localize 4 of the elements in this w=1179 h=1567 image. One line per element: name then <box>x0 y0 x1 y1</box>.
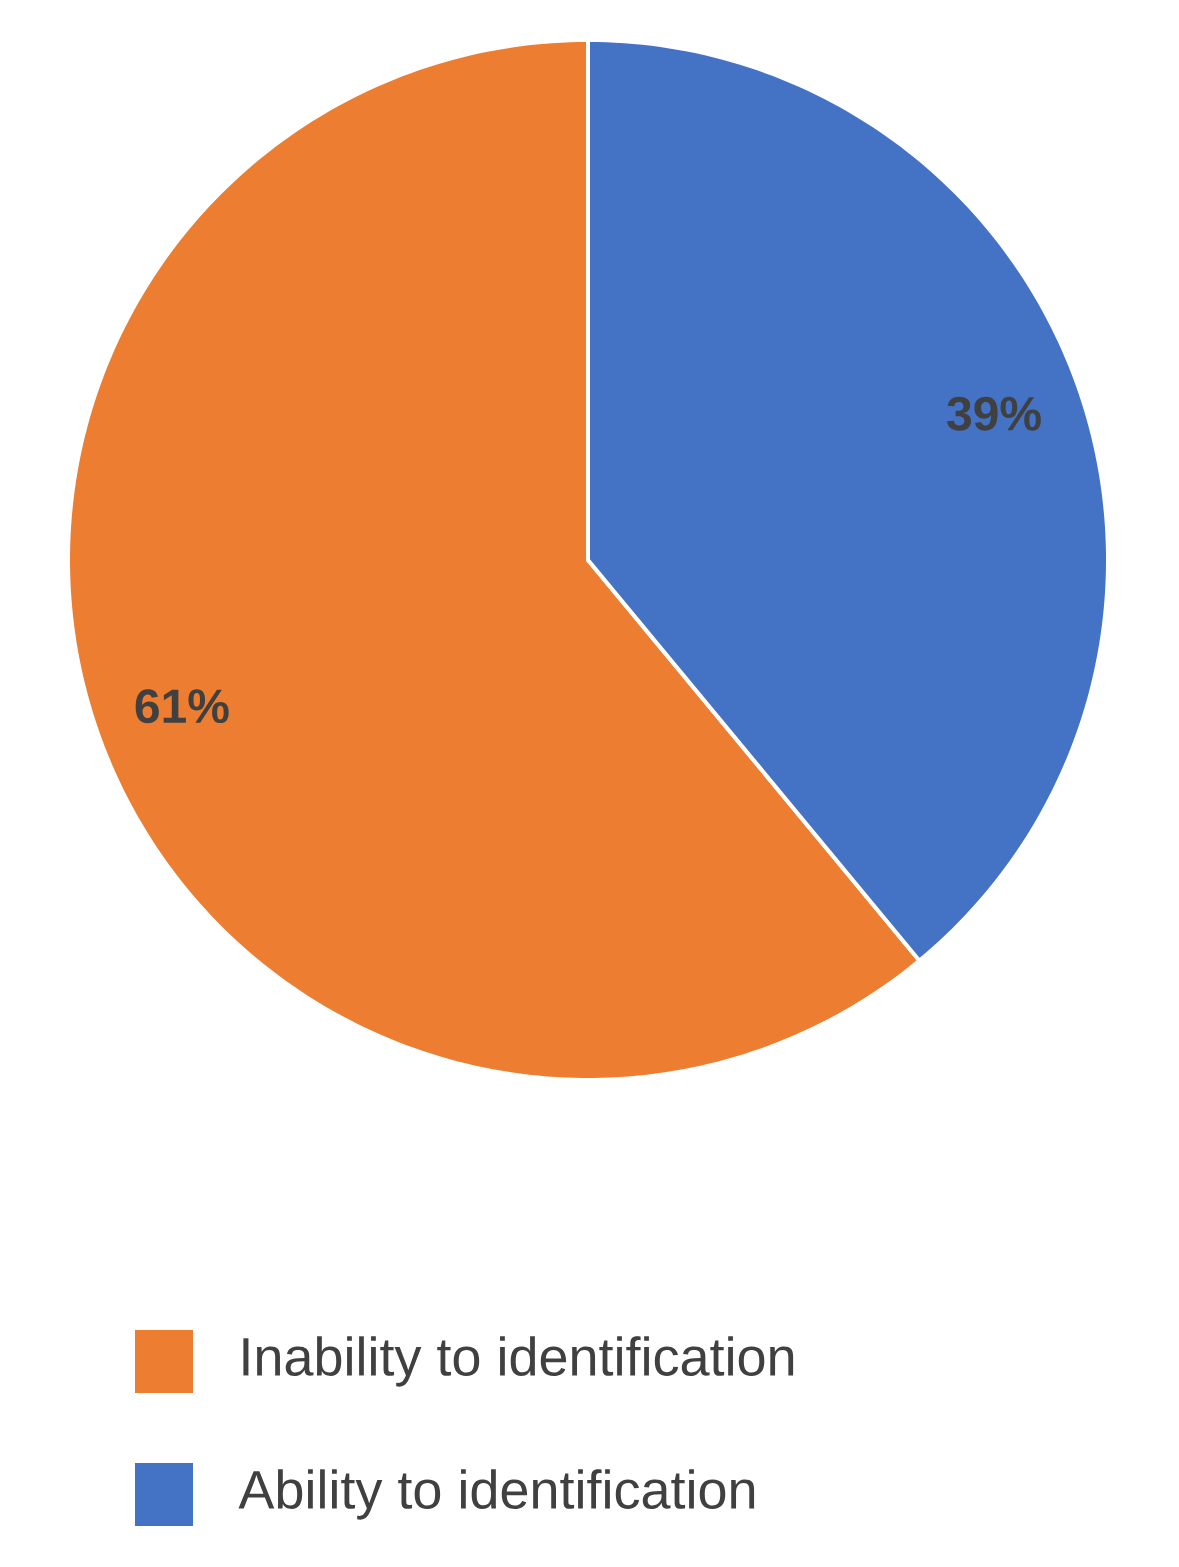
legend-label: Inability to identification <box>243 1336 794 1387</box>
legend-label: Ability to identification <box>238 1469 755 1520</box>
data-label: 61% <box>135 689 229 724</box>
data-label: 39% <box>947 396 1041 431</box>
